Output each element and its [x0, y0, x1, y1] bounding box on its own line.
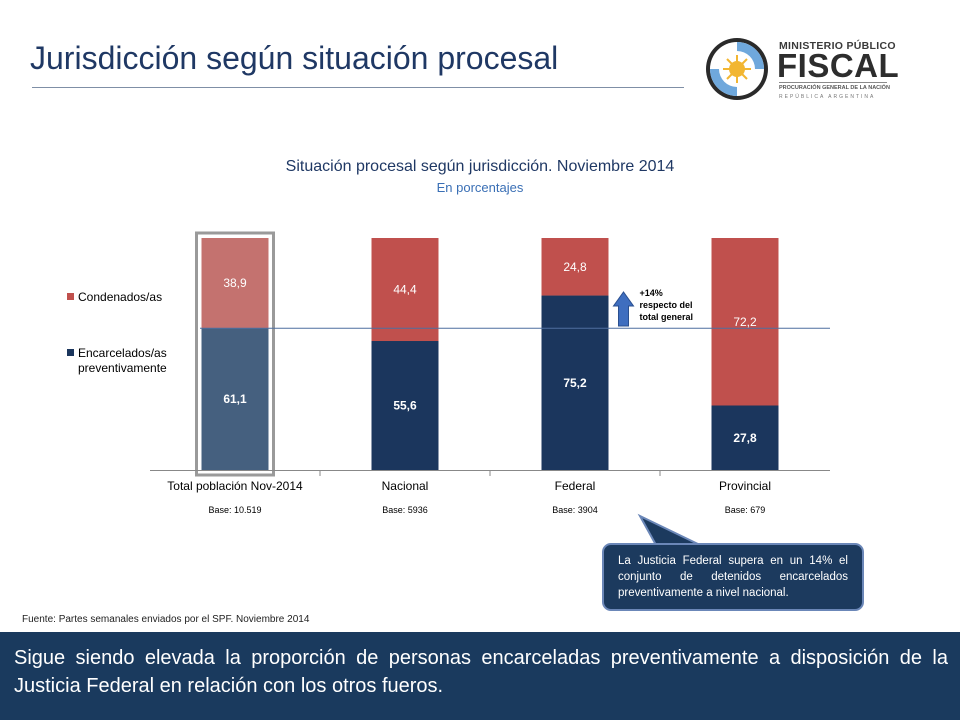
legend-label: Encarcelados/as	[78, 346, 167, 360]
logo-fiscal-text: FISCAL	[777, 47, 900, 84]
stacked-bar-chart: 61,1 38,9 Total población Nov-2014 Base: 10…	[67, 231, 830, 515]
legend-swatch	[67, 293, 74, 300]
data-label: 38,9	[223, 276, 247, 290]
title-divider	[32, 87, 684, 88]
bar-segment	[201, 328, 269, 470]
base-label: Base: 679	[725, 505, 766, 515]
category-label: Nacional	[382, 479, 429, 493]
bar-segment	[711, 238, 779, 406]
chart-subtitle: En porcentajes	[436, 180, 524, 195]
data-label: 75,2	[563, 376, 587, 390]
highlight-frame	[195, 231, 275, 477]
bar-segment	[711, 405, 779, 470]
category-label: Provincial	[719, 479, 771, 493]
base-label: Base: 3904	[552, 505, 598, 515]
legend-label: Condenados/as	[78, 290, 162, 304]
bar-segment	[371, 341, 439, 470]
category-label: Federal	[555, 479, 596, 493]
legend-label: preventivamente	[78, 361, 167, 375]
chart-title: Situación procesal según jurisdicción. N…	[285, 158, 675, 175]
conclusion-text: Sigue siendo elevada la proporción de pe…	[14, 647, 948, 697]
up-arrow-icon	[612, 291, 635, 327]
data-label: 27,8	[733, 431, 757, 445]
data-label: 24,8	[563, 260, 587, 274]
annotation-text: total general	[640, 312, 694, 322]
conclusion-banner: Sigue siendo elevada la proporción de pe…	[0, 632, 960, 720]
bar-segment	[201, 238, 269, 329]
ministerio-publico-fiscal-logo: MINISTERIO PÚBLICO FISCAL PROCURACIÓN GE…	[704, 36, 904, 102]
logo-divider	[779, 82, 887, 83]
bar-segment	[541, 295, 609, 470]
source-note: Fuente: Partes semanales enviados por el…	[22, 614, 310, 625]
logo-ministerio-text: MINISTERIO PÚBLICO	[779, 40, 896, 52]
logo-procuracion-text: PROCURACIÓN GENERAL DE LA NACIÓN	[779, 85, 890, 91]
base-label: Base: 5936	[382, 505, 428, 515]
annotation-text: respecto del	[640, 300, 693, 310]
category-label: Total población Nov-2014	[167, 479, 303, 493]
bar-segment	[541, 238, 609, 296]
sun-emblem-icon	[706, 38, 768, 100]
slide-title: Jurisdicción según situación procesal	[30, 40, 559, 76]
callout-box: La Justicia Federal supera en un 14% el …	[602, 543, 864, 611]
legend-swatch	[67, 349, 74, 356]
bar-segment	[371, 238, 439, 342]
data-label: 44,4	[393, 283, 417, 297]
annotation-text: +14%	[640, 288, 663, 298]
data-label: 55,6	[393, 399, 417, 413]
data-label: 72,2	[733, 315, 757, 329]
logo-republica-text: REPÚBLICA ARGENTINA	[779, 94, 876, 100]
base-label: Base: 10.519	[208, 505, 261, 515]
data-label: 61,1	[223, 392, 247, 406]
